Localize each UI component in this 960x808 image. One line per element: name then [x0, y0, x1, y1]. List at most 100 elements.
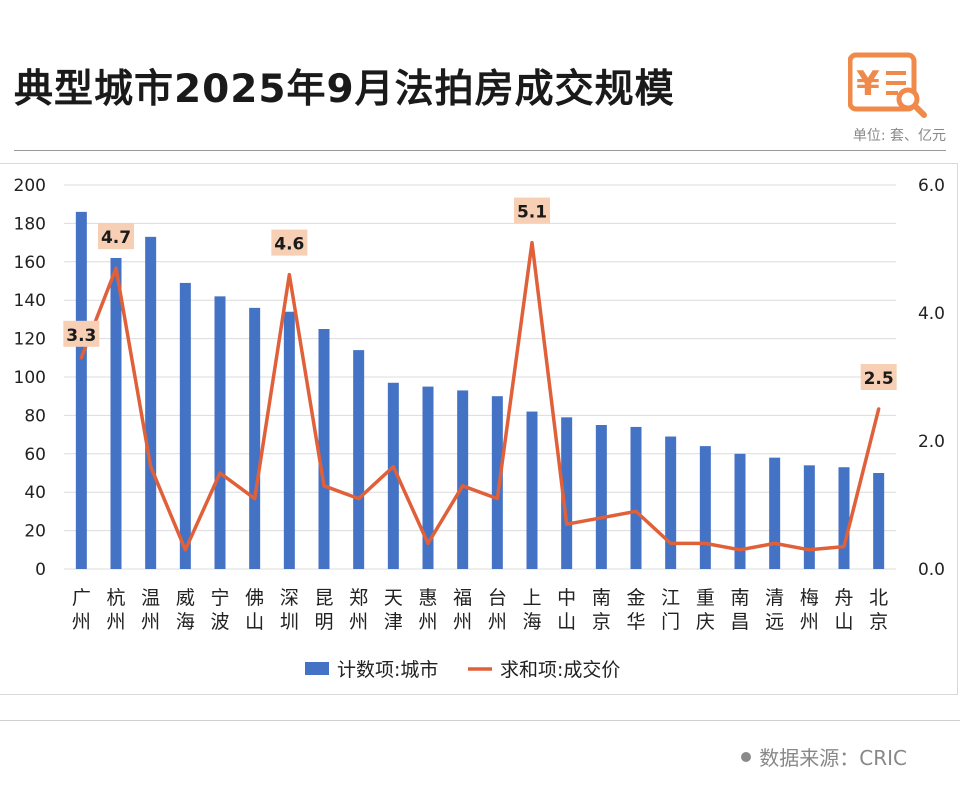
data-label-bg — [63, 320, 100, 347]
x-tick-label: 华 — [626, 611, 645, 633]
y-left-tick-label: 120 — [14, 330, 46, 350]
y-left-tick-label: 0 — [35, 560, 46, 580]
bullet-icon — [741, 751, 752, 762]
bar — [665, 436, 677, 569]
chart-title: 典型城市2025年9月法拍房成交规模 — [14, 67, 675, 112]
legend-swatch-bar — [305, 662, 329, 675]
x-tick-label: 州 — [349, 611, 368, 633]
bar — [873, 473, 885, 569]
price-search-icon: ¥ — [848, 52, 927, 118]
y-left-tick-label: 60 — [24, 445, 46, 465]
data-label-bg — [860, 364, 897, 390]
x-tick-label: 州 — [453, 611, 472, 633]
x-tick-label: 南 — [592, 587, 611, 609]
x-tick-label: 京 — [592, 611, 611, 633]
bar — [734, 453, 746, 569]
bar — [249, 307, 261, 569]
x-tick-label: 海 — [176, 611, 195, 633]
x-tick-label: 圳 — [280, 611, 299, 633]
x-tick-label: 津 — [384, 611, 403, 633]
bar — [838, 467, 850, 569]
x-tick-label: 中 — [557, 587, 576, 609]
data-label: 4.6 — [274, 235, 304, 255]
bar — [179, 282, 191, 569]
x-tick-label: 深 — [280, 587, 299, 609]
y-left-tick-label: 200 — [14, 176, 46, 196]
y-left-tick-label: 40 — [24, 483, 46, 503]
data-source-text: 数据来源：CRIC — [759, 746, 907, 770]
combo-chart: 0 20 40 60 80 100 120 140 160 180 200 0.0 2.0 4.0 6.0 3… — [14, 176, 945, 681]
x-tick-label: 明 — [314, 611, 333, 633]
data-label-bg — [98, 223, 134, 250]
bar — [145, 236, 157, 569]
y-left-tick-label: 140 — [14, 291, 46, 311]
x-tick-label: 州 — [72, 611, 91, 633]
x-tick-label: 州 — [418, 611, 437, 633]
bar — [457, 390, 469, 569]
x-tick-label: 昌 — [730, 611, 749, 633]
x-tick-label: 庆 — [696, 611, 715, 633]
bar — [214, 296, 226, 569]
bar — [387, 382, 399, 569]
title-divider — [14, 150, 946, 151]
data-label: 4.7 — [101, 228, 131, 248]
x-tick-label: 波 — [210, 611, 229, 633]
chart-frame: 0 20 40 60 80 100 120 140 160 180 200 0.0 2.0 4.0 6.0 3… — [0, 163, 958, 695]
x-tick-label: 江 — [661, 587, 680, 609]
x-tick-label: 山 — [245, 611, 264, 633]
footer-divider — [0, 720, 960, 721]
y-left-tick-label: 100 — [14, 368, 46, 388]
x-tick-label: 清 — [765, 587, 784, 609]
x-tick-label: 远 — [765, 611, 784, 633]
x-tick-label: 杭 — [106, 587, 125, 609]
bar — [353, 350, 365, 569]
x-tick-label: 佛 — [245, 587, 264, 609]
x-tick-label: 惠 — [418, 587, 437, 609]
data-label: 2.5 — [864, 369, 894, 389]
legend-label-line: 求和项:成交价 — [500, 659, 620, 681]
x-tick-label: 广 — [72, 587, 91, 609]
x-tick-label: 州 — [488, 611, 507, 633]
y-right-tick-label: 4.0 — [918, 304, 945, 324]
x-tick-label: 京 — [869, 611, 888, 633]
bar — [110, 257, 122, 569]
data-label: 3.3 — [66, 326, 96, 346]
bar — [526, 411, 538, 569]
x-tick-label: 上 — [522, 587, 541, 609]
x-tick-label: 舟 — [834, 587, 853, 609]
legend-label-bar: 计数项:城市 — [337, 659, 438, 681]
bar — [422, 386, 434, 569]
x-tick-label: 梅 — [800, 587, 819, 609]
bar — [769, 457, 781, 569]
line-series — [79, 240, 881, 552]
y-left-tick-label: 180 — [14, 214, 46, 234]
x-tick-label: 州 — [141, 611, 160, 633]
y-right-tick-label: 6.0 — [918, 176, 945, 196]
data-source: 数据来源：CRIC — [741, 742, 907, 771]
x-tick-label: 昆 — [314, 587, 333, 609]
bar — [699, 446, 711, 569]
y-right-tick-label: 0.0 — [918, 560, 945, 580]
bar — [318, 329, 330, 569]
bar — [561, 417, 573, 569]
y-left-tick-label: 160 — [14, 253, 46, 273]
x-tick-label: 重 — [696, 587, 715, 609]
y-right-tick-label: 2.0 — [918, 432, 945, 452]
x-tick-label: 山 — [834, 611, 853, 633]
x-tick-label: 山 — [557, 611, 576, 633]
x-tick-label: 金 — [626, 587, 645, 609]
bar — [75, 211, 87, 569]
y-left-tick-label: 20 — [24, 522, 46, 542]
x-tick-label: 州 — [800, 611, 819, 633]
bar — [491, 396, 503, 569]
x-tick-label: 北 — [869, 587, 888, 609]
y-left-tick-label: 80 — [24, 406, 46, 426]
x-tick-label: 福 — [453, 587, 472, 609]
x-tick-label: 南 — [730, 587, 749, 609]
data-label: 5.1 — [517, 203, 547, 223]
x-tick-label: 威 — [176, 587, 195, 609]
bar — [630, 426, 642, 569]
data-label-bg — [271, 229, 308, 256]
x-tick-label: 天 — [384, 587, 403, 609]
x-tick-label: 海 — [522, 611, 541, 633]
